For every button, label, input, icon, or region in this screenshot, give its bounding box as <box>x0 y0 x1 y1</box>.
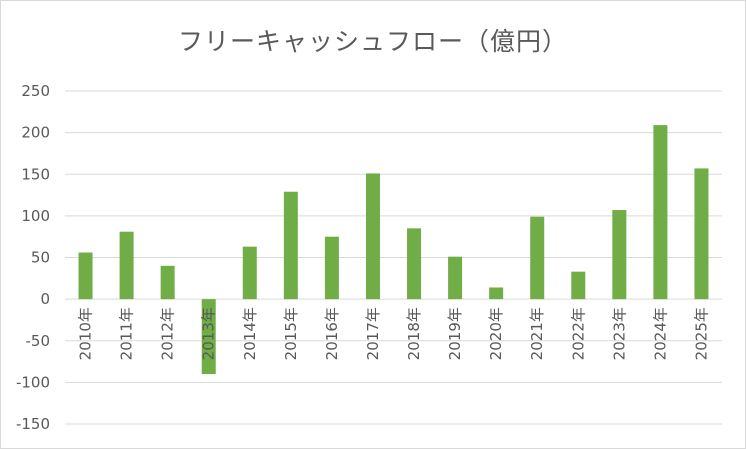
x-tick-label: 2024年 <box>651 307 669 360</box>
y-tick-label: 50 <box>31 249 50 267</box>
bar <box>653 125 668 300</box>
bar <box>78 252 93 300</box>
chart-title: フリーキャッシュフロー（億円） <box>177 27 568 56</box>
bar <box>201 299 216 375</box>
x-tick-label: 2018年 <box>405 307 423 360</box>
x-tick-label: 2021年 <box>528 307 546 360</box>
y-tick-label: -100 <box>16 373 50 391</box>
x-tick-label: 2011年 <box>118 307 136 360</box>
x-tick-label: 2020年 <box>487 307 505 360</box>
x-tick-label: 2019年 <box>446 307 464 360</box>
y-tick-label: -150 <box>16 415 50 433</box>
x-tick-label: 2010年 <box>77 307 95 360</box>
bar <box>283 191 298 300</box>
x-tick-label: 2017年 <box>364 307 382 360</box>
x-tick-label: 2013年 <box>200 307 218 360</box>
x-tick-label: 2012年 <box>159 307 177 360</box>
y-tick-label: 150 <box>21 165 50 183</box>
bar <box>530 216 545 300</box>
y-tick-label: 200 <box>21 124 50 142</box>
y-tick-label: 250 <box>21 82 50 100</box>
x-tick-label: 2015年 <box>282 307 300 360</box>
bar <box>612 210 627 300</box>
bar <box>448 256 463 300</box>
y-tick-label: 100 <box>21 207 50 225</box>
bar <box>365 173 380 300</box>
bar <box>571 271 586 300</box>
y-tick-label: 0 <box>40 290 50 308</box>
x-tick-label: 2025年 <box>692 307 710 360</box>
bar <box>489 287 504 300</box>
x-tick-label: 2016年 <box>323 307 341 360</box>
y-tick-label: -50 <box>26 332 51 350</box>
bar <box>694 168 709 300</box>
bar <box>242 246 257 300</box>
x-tick-label: 2014年 <box>241 307 259 360</box>
bar <box>324 236 339 300</box>
bar <box>407 228 422 300</box>
bar <box>160 265 175 300</box>
x-tick-label: 2023年 <box>610 307 628 360</box>
x-tick-label: 2022年 <box>569 307 587 360</box>
bar <box>119 231 134 300</box>
